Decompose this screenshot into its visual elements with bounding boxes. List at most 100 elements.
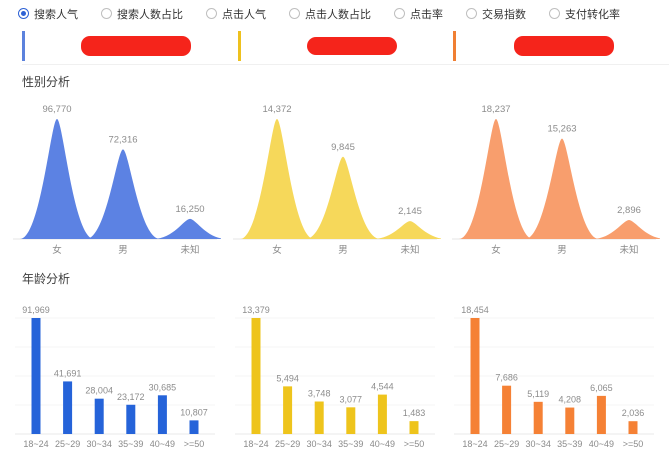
redacted-text-block xyxy=(514,36,615,56)
metric-radio-7[interactable]: 支付转化率 xyxy=(549,6,620,22)
age-bar-chart-yellow: 13,379 18~24 5,494 25~29 3,748 30~34 3,077 35~3… xyxy=(234,305,435,449)
radio-button-icon xyxy=(466,8,477,19)
gender-charts-row: 96,770 女 72,316 男 16,250 未知 14,372 女 9,845 男 2,14… xyxy=(0,91,669,262)
svg-text:23,172: 23,172 xyxy=(117,392,145,402)
svg-text:女: 女 xyxy=(491,244,501,256)
svg-text:2,036: 2,036 xyxy=(622,408,645,418)
metric-radio-4[interactable]: 点击人数占比 xyxy=(289,6,371,22)
svg-text:14,372: 14,372 xyxy=(262,104,291,115)
svg-text:35~39: 35~39 xyxy=(118,439,143,449)
svg-text:>=50: >=50 xyxy=(184,439,205,449)
gender-chart-col-1: 96,770 女 72,316 男 16,250 未知 xyxy=(5,91,227,262)
svg-text:40~49: 40~49 xyxy=(150,439,175,449)
gender-area-chart-blue: 96,770 女 72,316 男 16,250 未知 xyxy=(12,104,227,256)
metric-radio-6[interactable]: 交易指数 xyxy=(466,6,526,22)
svg-text:18~24: 18~24 xyxy=(23,439,48,449)
metric-radio-5[interactable]: 点击率 xyxy=(394,6,443,22)
svg-text:6,065: 6,065 xyxy=(590,383,613,393)
svg-text:9,845: 9,845 xyxy=(331,142,355,153)
radio-button-icon xyxy=(18,8,29,19)
metric-radio-2[interactable]: 搜索人数占比 xyxy=(101,6,183,22)
radio-label: 支付转化率 xyxy=(565,8,620,21)
svg-text:7,686: 7,686 xyxy=(496,373,519,383)
svg-text:>=50: >=50 xyxy=(623,439,644,449)
svg-text:25~29: 25~29 xyxy=(55,439,80,449)
svg-text:未知: 未知 xyxy=(400,244,419,256)
svg-text:25~29: 25~29 xyxy=(274,439,299,449)
svg-text:72,316: 72,316 xyxy=(108,134,137,145)
svg-text:18,237: 18,237 xyxy=(482,104,511,115)
age-section-title: 年龄分析 xyxy=(22,272,71,286)
svg-text:>=50: >=50 xyxy=(403,439,424,449)
svg-text:男: 男 xyxy=(557,245,567,256)
radio-label: 交易指数 xyxy=(482,8,526,21)
svg-text:28,004: 28,004 xyxy=(85,386,113,396)
svg-text:2,145: 2,145 xyxy=(398,206,422,217)
card-accent-bar xyxy=(453,31,457,61)
gender-chart-col-2: 14,372 女 9,845 男 2,145 未知 xyxy=(225,91,447,262)
svg-text:16,250: 16,250 xyxy=(175,204,204,215)
svg-text:女: 女 xyxy=(52,244,62,256)
svg-text:30~34: 30~34 xyxy=(526,439,551,449)
svg-text:30,685: 30,685 xyxy=(148,382,176,392)
svg-text:30~34: 30~34 xyxy=(306,439,331,449)
radio-label: 点击人气 xyxy=(222,8,266,21)
metric-radio-group: 搜索人气 搜索人数占比 点击人气 点击人数占比 点击率 交易指数 支付转化率 xyxy=(0,0,669,27)
metric-card-2[interactable] xyxy=(237,28,454,64)
gender-chart-col-3: 18,237 女 15,263 男 2,896 未知 xyxy=(444,91,667,262)
radio-label: 搜索人数占比 xyxy=(117,8,183,21)
svg-text:男: 男 xyxy=(338,245,348,256)
svg-text:91,969: 91,969 xyxy=(22,305,50,315)
svg-text:18~24: 18~24 xyxy=(463,439,488,449)
radio-button-icon xyxy=(394,8,405,19)
age-chart-col-1: 91,969 18~24 41,691 25~29 28,004 30~34 23,172 3… xyxy=(5,288,225,457)
svg-text:5,119: 5,119 xyxy=(527,389,549,399)
redacted-text-block xyxy=(306,37,397,55)
svg-text:18~24: 18~24 xyxy=(243,439,268,449)
svg-text:41,691: 41,691 xyxy=(54,368,82,378)
age-bar-chart-orange: 18,454 18~24 7,686 25~29 5,119 30~34 4,208 35~3… xyxy=(454,305,655,449)
svg-text:3,077: 3,077 xyxy=(339,394,362,404)
svg-text:25~29: 25~29 xyxy=(494,439,519,449)
svg-text:未知: 未知 xyxy=(620,244,639,256)
svg-text:40~49: 40~49 xyxy=(369,439,394,449)
radio-label: 点击率 xyxy=(410,8,443,21)
svg-text:2,896: 2,896 xyxy=(617,205,641,216)
age-chart-col-3: 18,454 18~24 7,686 25~29 5,119 30~34 4,208 35~3… xyxy=(444,288,664,457)
radio-label: 搜索人气 xyxy=(34,8,78,21)
redacted-text-block xyxy=(81,36,191,56)
svg-text:15,263: 15,263 xyxy=(548,124,577,135)
card-accent-bar xyxy=(237,31,241,61)
svg-text:男: 男 xyxy=(118,245,128,256)
svg-text:5,494: 5,494 xyxy=(276,373,299,383)
gender-section-title: 性别分析 xyxy=(22,75,71,89)
svg-text:1,483: 1,483 xyxy=(402,408,425,418)
metric-radio-3[interactable]: 点击人气 xyxy=(206,6,266,22)
gender-area-chart-orange: 18,237 女 15,263 男 2,896 未知 xyxy=(452,104,667,256)
svg-text:未知: 未知 xyxy=(180,244,199,256)
age-charts-row: 91,969 18~24 41,691 25~29 28,004 30~34 23,172 3… xyxy=(0,288,669,457)
svg-text:10,807: 10,807 xyxy=(180,407,208,417)
svg-text:30~34: 30~34 xyxy=(86,439,111,449)
svg-text:35~39: 35~39 xyxy=(557,439,582,449)
svg-text:40~49: 40~49 xyxy=(589,439,614,449)
metric-cards-row xyxy=(22,28,669,65)
svg-text:3,748: 3,748 xyxy=(307,389,330,399)
metric-radio-1[interactable]: 搜索人气 xyxy=(18,6,78,22)
radio-button-icon xyxy=(101,8,112,19)
card-accent-bar xyxy=(22,31,25,61)
svg-text:4,544: 4,544 xyxy=(371,382,394,392)
radio-label: 点击人数占比 xyxy=(305,8,371,21)
age-bar-chart-blue: 91,96918~2441,69125~2928,00430~3423,1723… xyxy=(14,305,215,449)
svg-text:96,770: 96,770 xyxy=(42,104,71,115)
svg-text:18,454: 18,454 xyxy=(461,305,489,315)
radio-button-icon xyxy=(289,8,300,19)
age-chart-col-2: 13,379 18~24 5,494 25~29 3,748 30~34 3,077 35~3… xyxy=(225,288,445,457)
radio-button-icon xyxy=(549,8,560,19)
metric-card-3[interactable] xyxy=(453,28,669,64)
gender-area-chart-yellow: 14,372 女 9,845 男 2,145 未知 xyxy=(232,104,447,256)
radio-button-icon xyxy=(206,8,217,19)
svg-text:35~39: 35~39 xyxy=(338,439,363,449)
metric-card-1[interactable] xyxy=(22,28,238,64)
svg-text:13,379: 13,379 xyxy=(242,305,270,315)
